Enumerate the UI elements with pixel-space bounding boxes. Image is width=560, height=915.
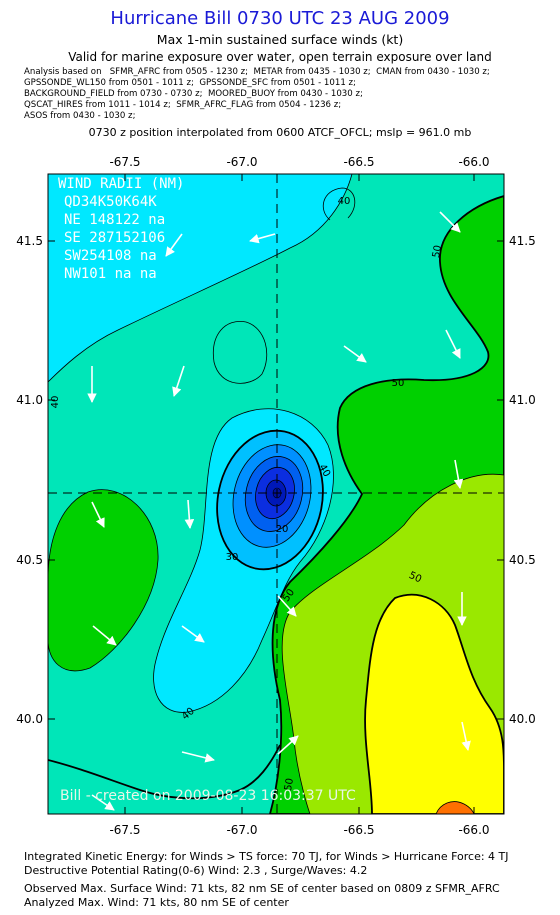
y-tick-label: 41.0 xyxy=(16,393,43,407)
contour-40kt-inner xyxy=(322,187,356,221)
contour-label: 40 xyxy=(50,396,61,409)
wind-radii-row-sw: SW254108 na xyxy=(64,248,157,264)
y-tick-label: 40.5 xyxy=(16,553,43,567)
x-tick-labels-bottom: -67.5 -67.0 -66.5 -66.0 xyxy=(109,823,489,837)
contour-label: 50 xyxy=(392,378,405,389)
wind-radii-title: WIND RADII (NM) xyxy=(58,176,184,192)
y-tick-label: 40.0 xyxy=(16,712,43,726)
valid-note: Valid for marine exposure over water, op… xyxy=(68,50,492,64)
x-tick-label: -67.0 xyxy=(226,823,257,837)
wind-vector xyxy=(277,735,299,755)
y-tick-label: 41.5 xyxy=(16,234,43,248)
center-crosshair xyxy=(48,174,504,814)
x-tick-label: -66.5 xyxy=(343,155,374,169)
wind-radii-table: WIND RADII (NM) QD34K50K64K NE 148122 na… xyxy=(58,176,184,282)
analysis-source-line: BACKGROUND_FIELD from 0730 - 0730 z; MOO… xyxy=(24,89,363,99)
chart-title: Hurricane Bill 0730 UTC 23 AUG 2009 xyxy=(110,8,450,29)
wind-vector xyxy=(165,233,183,257)
contour-label: 40 xyxy=(338,196,351,207)
wind-field xyxy=(48,174,504,814)
position-note: 0730 z position interpolated from 0600 A… xyxy=(88,126,472,139)
analysis-source-line: ASOS from 0430 - 1030 z; xyxy=(24,111,136,121)
wind-vector xyxy=(181,625,205,643)
x-tick-label: -66.0 xyxy=(458,155,489,169)
wind-vector xyxy=(91,501,105,528)
y-tick-labels-left: 41.5 41.0 40.5 40.0 xyxy=(16,234,43,726)
y-tick-label: 40.0 xyxy=(509,712,536,726)
contour-label: 50 xyxy=(431,244,444,258)
x-tick-label: -66.0 xyxy=(458,823,489,837)
x-tick-label: -67.5 xyxy=(109,823,140,837)
x-tick-label: -66.5 xyxy=(343,823,374,837)
wind-vector xyxy=(92,625,117,646)
contour-label: 30 xyxy=(226,552,239,563)
wind-vector xyxy=(277,595,297,617)
wind-vector xyxy=(461,721,471,751)
x-tick-labels-top: -67.5 -67.0 -66.5 -66.0 xyxy=(109,155,489,169)
wind-vectors xyxy=(87,211,471,811)
plot-frame xyxy=(47,173,505,815)
x-tick-label: -67.5 xyxy=(109,155,140,169)
y-tick-label: 40.5 xyxy=(509,553,536,567)
wind-radii-row-ne: NE 148122 na xyxy=(64,212,165,228)
chart-subtitle: Max 1-min sustained surface winds (kt) xyxy=(156,32,404,47)
wind-vector xyxy=(445,329,461,359)
wind-radii-row-se: SE 287152106 xyxy=(64,230,165,246)
wind-vector xyxy=(184,499,195,529)
contour-label: 20 xyxy=(276,524,289,535)
field-50kt-west xyxy=(48,489,159,672)
analyzed-max-wind-line: Analyzed Max. Wind: 71 kts, 80 nm SE of … xyxy=(24,896,289,909)
contour-label: 50 xyxy=(283,777,296,791)
wind-radii-header: QD34K50K64K xyxy=(64,194,157,210)
wind-vector xyxy=(172,365,185,397)
wind-vector xyxy=(91,794,115,811)
wind-vector xyxy=(249,233,276,244)
contour-50kt-southwest xyxy=(48,744,281,800)
map-credit: Bill - created on 2009-08-23 16:03:37 UT… xyxy=(60,788,356,804)
wind-vector xyxy=(439,211,461,233)
y-tick-label: 41.5 xyxy=(509,234,536,248)
wind-analysis-map: 40 50 40 40 50 30 20 50 50 40 50 WIND RA… xyxy=(16,155,536,837)
y-tick-labels-right: 41.5 41.0 40.5 40.0 xyxy=(509,234,536,726)
field-30kt-northwest xyxy=(48,174,353,383)
x-tick-label: -67.0 xyxy=(226,155,257,169)
wind-radii-row-nw: NW101 na na xyxy=(64,266,157,282)
analysis-source-line: QSCAT_HIRES from 1011 - 1014 z; SFMR_AFR… xyxy=(24,100,342,110)
observed-max-wind-line: Observed Max. Surface Wind: 71 kts, 82 n… xyxy=(24,882,500,895)
y-tick-label: 41.0 xyxy=(509,393,536,407)
wind-vector xyxy=(453,459,464,489)
axis-ticks xyxy=(48,174,504,814)
analysis-source-line: Analysis based on SFMR_AFRC from 0505 - … xyxy=(24,67,490,77)
wind-vector xyxy=(181,751,215,763)
field-40kt-island xyxy=(212,321,268,384)
destructive-potential-line: Destructive Potential Rating(0-6) Wind: … xyxy=(24,864,368,877)
contour-label: 50 xyxy=(407,570,423,585)
analysis-source-line: GPSSONDE_WL150 from 0501 - 1011 z; GPSSO… xyxy=(24,78,356,88)
ike-line: Integrated Kinetic Energy: for Winds > T… xyxy=(24,850,509,863)
wind-vector xyxy=(343,345,367,363)
